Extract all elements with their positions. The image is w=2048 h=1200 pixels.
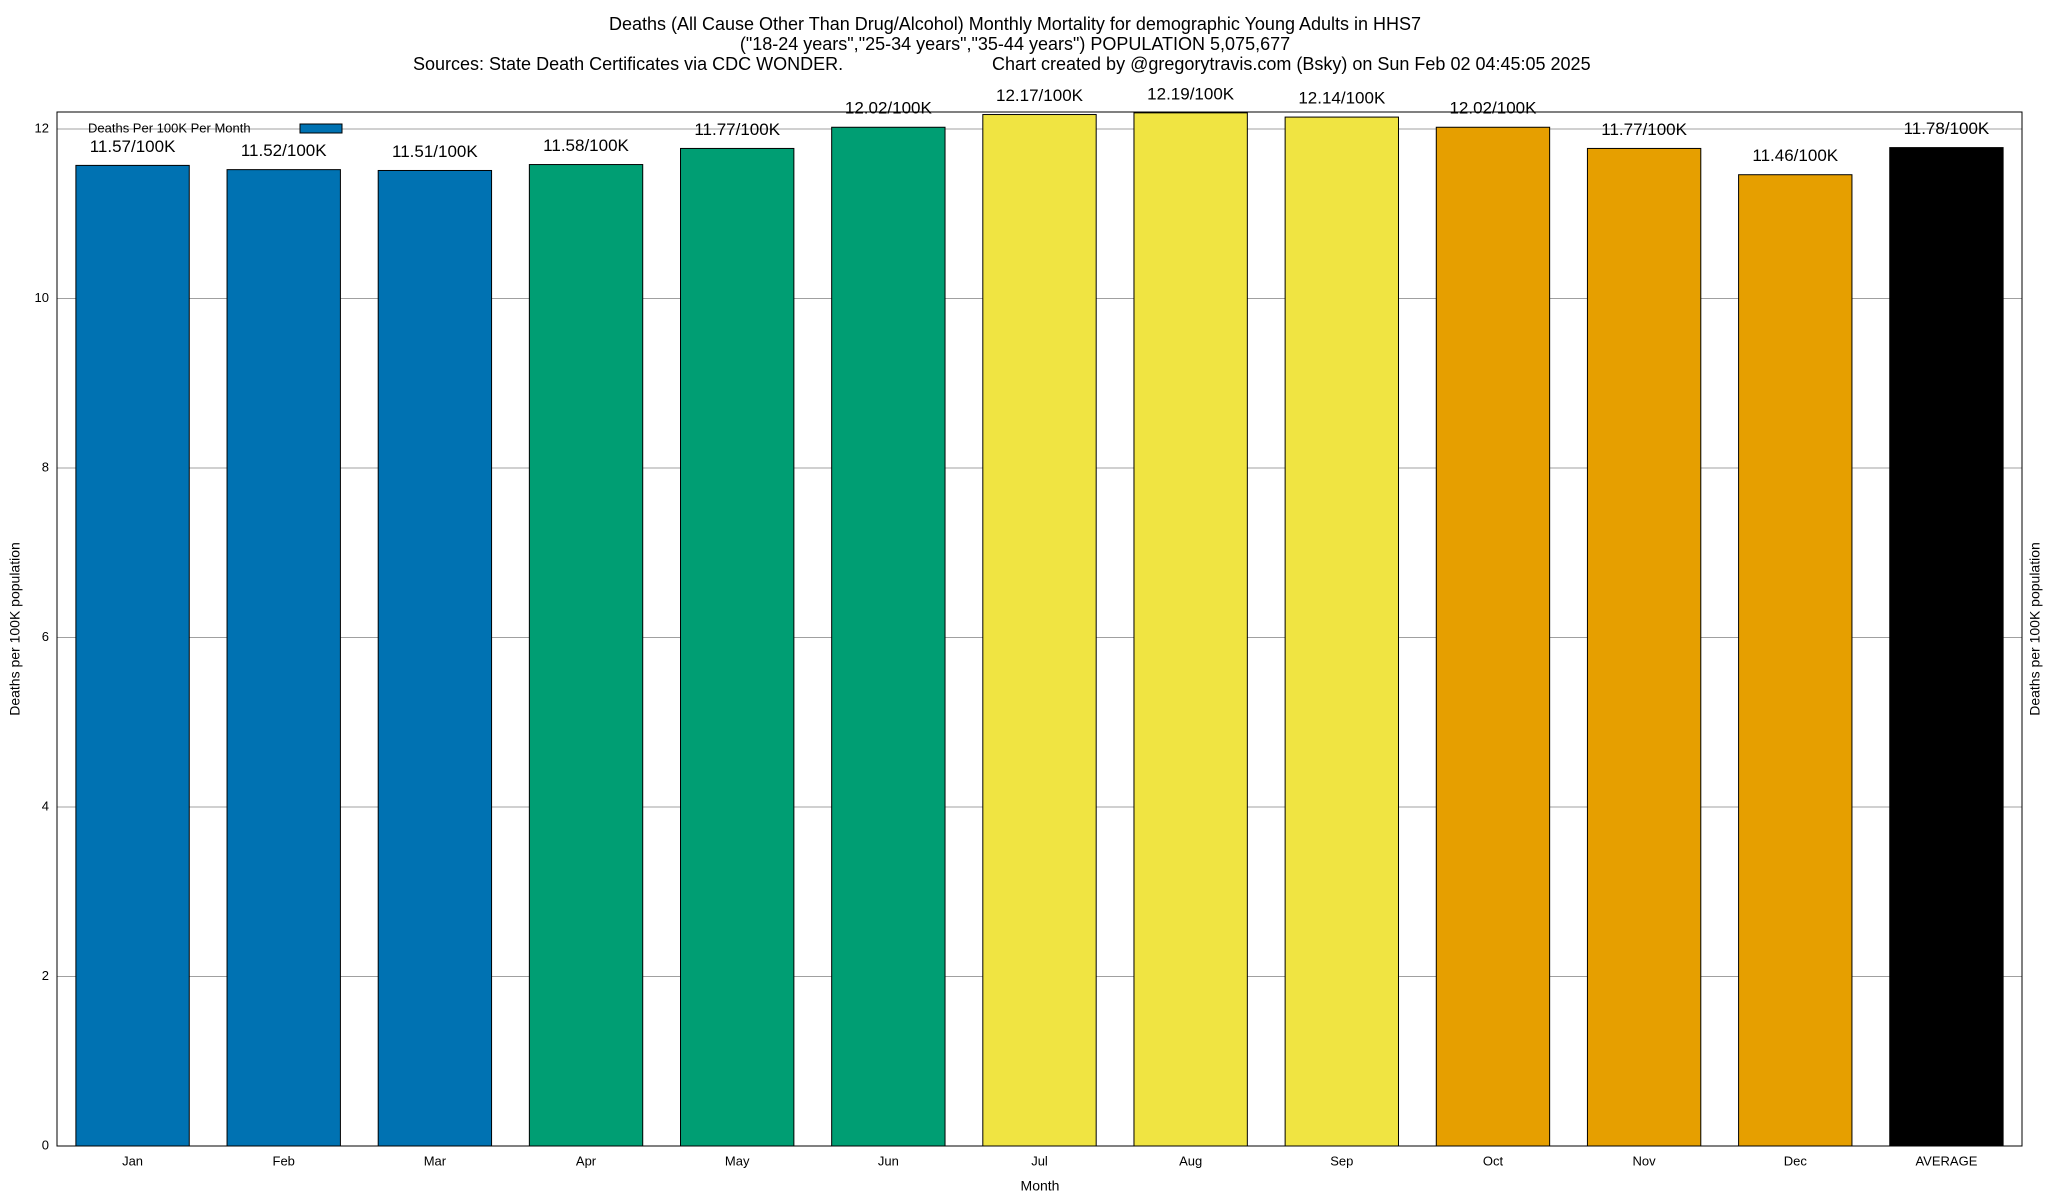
value-label: 11.52/100K — [241, 141, 327, 160]
chart-source: Sources: State Death Certificates via CD… — [413, 54, 843, 74]
value-label: 11.78/100K — [1904, 119, 1990, 138]
x-tick-label: Jun — [878, 1153, 899, 1168]
y-tick-label: 4 — [42, 798, 49, 813]
value-label: 11.51/100K — [392, 142, 478, 161]
value-label: 11.77/100K — [1601, 120, 1687, 139]
x-tick-label: Feb — [273, 1153, 295, 1168]
value-label: 12.17/100K — [996, 86, 1084, 105]
bar — [982, 114, 1097, 1147]
bar — [1435, 126, 1551, 1147]
bar — [680, 147, 795, 1147]
bar — [1738, 174, 1853, 1147]
bar — [1889, 147, 2004, 1147]
x-tick-label: Dec — [1784, 1153, 1808, 1168]
y-axis-label: Deaths per 100K population — [7, 542, 23, 716]
x-tick-label: Oct — [1483, 1153, 1504, 1168]
y-tick-label: 6 — [42, 629, 49, 644]
bar — [831, 126, 946, 1147]
y-tick-label: 0 — [42, 1137, 49, 1152]
bar — [226, 169, 341, 1147]
chart-subtitle: ("18-24 years","25-34 years","35-44 year… — [740, 34, 1290, 54]
value-label: 11.57/100K — [90, 137, 176, 156]
bar — [528, 164, 644, 1147]
chart-title: Deaths (All Cause Other Than Drug/Alcoho… — [609, 14, 1421, 34]
x-tick-label: Aug — [1179, 1153, 1202, 1168]
legend-label: Deaths Per 100K Per Month — [88, 120, 251, 135]
x-tick-label: AVERAGE — [1915, 1153, 1977, 1168]
y-tick-label: 10 — [35, 290, 49, 305]
chart-credit: Chart created by @gregorytravis.com (Bsk… — [992, 54, 1591, 74]
value-label: 12.02/100K — [845, 99, 933, 118]
y-tick-label: 2 — [42, 968, 49, 983]
x-tick-label: May — [725, 1153, 750, 1168]
value-label: 12.19/100K — [1147, 84, 1235, 103]
y-tick-label: 8 — [42, 459, 49, 474]
value-label: 11.77/100K — [694, 120, 780, 139]
x-tick-label: Sep — [1330, 1153, 1353, 1168]
x-tick-label: Mar — [424, 1153, 447, 1168]
x-tick-label: Jan — [122, 1153, 143, 1168]
y-tick-label: 12 — [35, 120, 49, 135]
value-label: 12.14/100K — [1298, 89, 1386, 108]
bar — [1133, 112, 1248, 1147]
bar — [1586, 147, 1702, 1147]
plot-frame — [56, 111, 2023, 1147]
value-label: 11.58/100K — [543, 136, 629, 155]
x-tick-label: Apr — [576, 1153, 597, 1168]
x-axis-label: Month — [1021, 1178, 1060, 1194]
x-tick-label: Jul — [1031, 1153, 1048, 1168]
bar — [75, 164, 190, 1147]
value-label: 11.46/100K — [1752, 146, 1838, 165]
x-tick-label: Nov — [1633, 1153, 1657, 1168]
bar — [1284, 116, 1399, 1147]
y2-axis-label: Deaths per 100K population — [2027, 542, 2043, 716]
legend-swatch — [299, 123, 343, 134]
bar — [377, 169, 493, 1147]
value-label: 12.02/100K — [1449, 99, 1537, 118]
